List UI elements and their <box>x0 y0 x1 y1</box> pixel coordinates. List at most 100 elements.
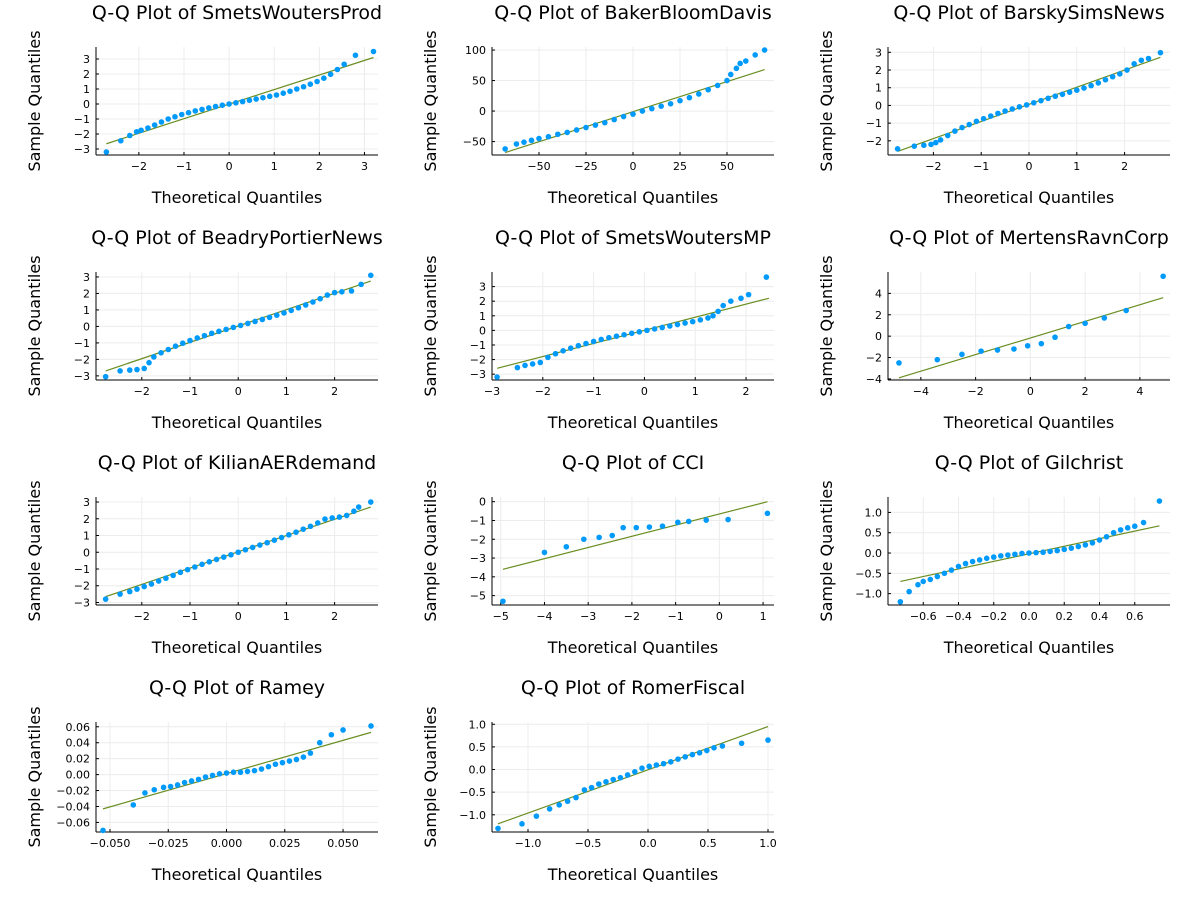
x-tick-label: 2 <box>743 385 750 398</box>
data-point <box>324 292 331 298</box>
data-point <box>184 566 191 573</box>
y-tick-label: −4 <box>866 373 882 386</box>
data-point <box>151 786 158 793</box>
data-point <box>1065 323 1072 330</box>
data-point <box>160 784 167 791</box>
data-point <box>280 90 287 96</box>
data-point <box>1096 537 1103 543</box>
y-tick-label: 2 <box>875 64 882 77</box>
data-point <box>704 747 710 754</box>
data-point <box>293 86 300 92</box>
x-tick-label: 0 <box>1027 385 1034 398</box>
data-point <box>536 135 542 142</box>
data-point <box>697 317 704 323</box>
qq-panel: −4 −2 0 2 4 −4 −2 0 2 4 Q-Q Plot of MertensRavnCor… <box>817 227 1170 432</box>
reference-line <box>106 56 374 145</box>
x-axis-label: Theoretical Quantiles <box>943 638 1115 657</box>
plot-title: Q-Q Plot of RomerFiscal <box>521 677 745 699</box>
data-point <box>249 544 256 551</box>
data-point <box>932 139 939 146</box>
data-point <box>187 337 193 344</box>
x-tick-label: 1 <box>760 610 767 623</box>
data-point <box>962 560 969 567</box>
data-point <box>226 101 232 107</box>
data-point <box>287 88 293 95</box>
x-tick-label: −2 <box>535 385 551 398</box>
data-point <box>987 113 994 119</box>
x-tick-label: 0.000 <box>211 837 243 850</box>
data-point <box>720 302 726 309</box>
data-point <box>719 743 726 749</box>
data-point <box>560 348 566 354</box>
data-point <box>272 761 279 768</box>
y-tick-label: 0.5 <box>469 741 487 754</box>
y-tick-label: 2 <box>83 68 90 81</box>
data-point <box>934 573 941 580</box>
x-tick-label: −2 <box>134 610 150 623</box>
data-point <box>322 516 328 522</box>
data-point <box>1040 549 1046 556</box>
data-point <box>745 291 752 298</box>
x-tick-label: 25 <box>673 160 687 173</box>
data-point <box>705 86 711 93</box>
y-tick-label: 0 <box>83 320 90 333</box>
data-point <box>937 137 944 143</box>
reference-line <box>502 501 768 570</box>
y-tick-label: −2 <box>74 353 90 366</box>
data-point <box>1059 91 1066 98</box>
plot-title: Q-Q Plot of Gilchrist <box>935 452 1123 474</box>
data-point <box>896 360 902 366</box>
y-tick-label: 50 <box>472 75 486 88</box>
data-point <box>102 373 109 380</box>
data-point <box>1073 87 1080 93</box>
y-axis-label: Sample Quantiles <box>817 30 836 171</box>
y-axis-label: Sample Quantiles <box>421 30 440 171</box>
x-tick-label: −1 <box>973 160 989 173</box>
data-point <box>590 338 597 345</box>
data-point <box>519 821 525 827</box>
x-tick-label: 2 <box>331 610 338 623</box>
data-point <box>201 332 208 339</box>
data-point <box>1012 551 1018 558</box>
data-point <box>667 100 674 107</box>
data-point <box>1095 80 1102 86</box>
data-point <box>199 106 205 113</box>
data-point <box>632 768 638 775</box>
data-point <box>1160 273 1166 280</box>
data-point <box>237 322 244 329</box>
data-point <box>219 102 226 108</box>
y-tick-label: 0 <box>83 98 90 111</box>
data-point <box>172 343 179 349</box>
data-point <box>998 553 1004 559</box>
data-point <box>644 327 650 334</box>
data-point <box>1047 548 1053 555</box>
data-point <box>230 324 237 331</box>
data-point <box>281 310 287 316</box>
x-tick-label: −4 <box>913 385 929 398</box>
data-point <box>251 767 258 774</box>
data-point <box>148 581 155 587</box>
y-tick-label: −2 <box>470 354 486 367</box>
x-tick-label: 0.0 <box>1020 610 1038 623</box>
data-point <box>163 575 169 582</box>
data-point <box>529 361 536 367</box>
data-point <box>181 779 188 786</box>
data-point <box>617 774 624 781</box>
data-point <box>633 524 640 531</box>
data-point <box>1026 550 1032 556</box>
data-point <box>370 48 377 55</box>
data-point <box>300 83 307 90</box>
y-tick-label: 2 <box>83 287 90 300</box>
data-point <box>728 298 734 304</box>
data-point <box>533 813 540 819</box>
data-point <box>134 366 140 373</box>
y-tick-label: −0.04 <box>56 800 90 813</box>
data-point <box>286 758 293 764</box>
data-point <box>685 518 692 525</box>
data-point <box>978 348 984 354</box>
data-point <box>246 97 253 104</box>
data-point <box>165 346 172 353</box>
data-point <box>1156 498 1163 504</box>
data-point <box>765 737 771 743</box>
data-point <box>686 94 693 101</box>
